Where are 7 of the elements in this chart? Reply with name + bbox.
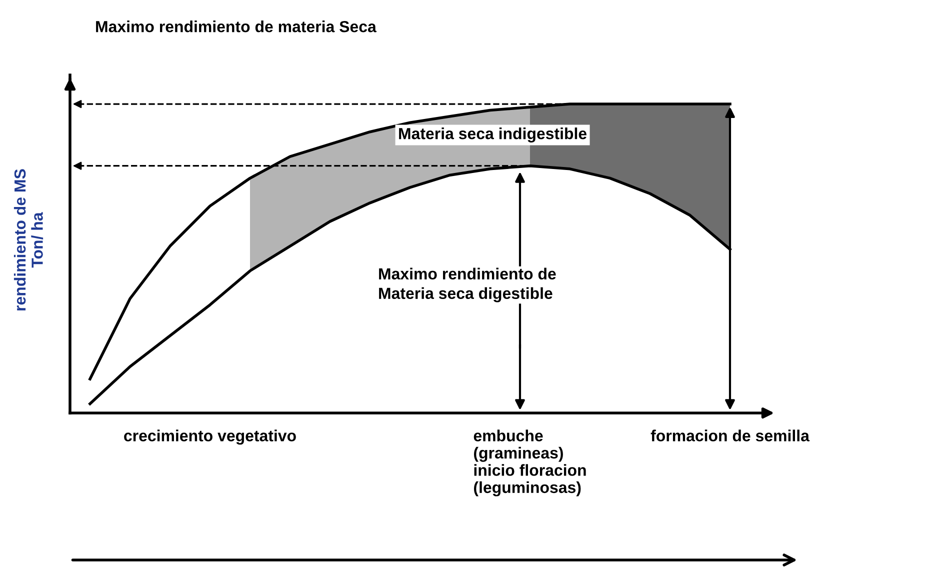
annotation: Materia seca indigestible <box>399 128 587 142</box>
x-tick-label: embuche (gramineas) inicio floracion (leguminosas) <box>474 430 586 496</box>
y-axis-title: rendimiento de MS Ton/ ha <box>14 169 44 310</box>
x-tick-label: formacion de semilla <box>650 430 810 442</box>
annotation: Maximo rendimiento de Materia seca digestible <box>379 268 556 302</box>
x-tick-label: crecimiento vegetativo <box>124 430 296 445</box>
text: Maximo rendimiento de materia Seca <box>96 20 376 32</box>
